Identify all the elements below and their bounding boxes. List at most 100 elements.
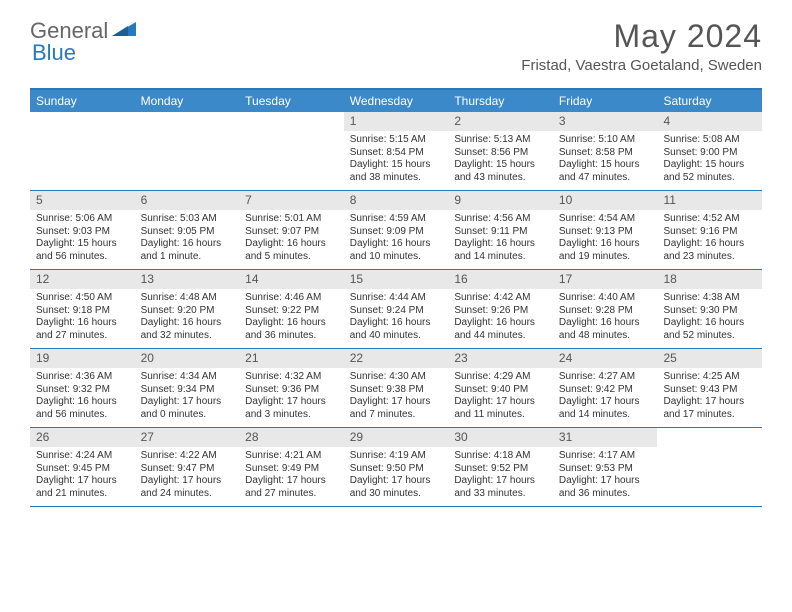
day-sunrise: Sunrise: 4:40 AM [559,292,652,305]
day-daylight: Daylight: 17 hours and 30 minutes. [350,475,443,500]
weekday-tuesday: Tuesday [239,90,344,112]
day-number: 18 [657,270,762,289]
day-content: Sunrise: 4:38 AMSunset: 9:30 PMDaylight:… [657,289,762,346]
day-number: 10 [553,191,658,210]
day-content: Sunrise: 4:32 AMSunset: 9:36 PMDaylight:… [239,368,344,425]
day-sunrise: Sunrise: 5:13 AM [454,134,547,147]
day-daylight: Daylight: 17 hours and 0 minutes. [141,396,234,421]
day-daylight: Daylight: 16 hours and 1 minute. [141,238,234,263]
day-number: 2 [448,112,553,131]
day-cell: 9Sunrise: 4:56 AMSunset: 9:11 PMDaylight… [448,191,553,269]
day-number: 7 [239,191,344,210]
day-daylight: Daylight: 17 hours and 33 minutes. [454,475,547,500]
day-cell: 19Sunrise: 4:36 AMSunset: 9:32 PMDayligh… [30,349,135,427]
day-daylight: Daylight: 17 hours and 36 minutes. [559,475,652,500]
day-content: Sunrise: 4:46 AMSunset: 9:22 PMDaylight:… [239,289,344,346]
day-content: Sunrise: 4:42 AMSunset: 9:26 PMDaylight:… [448,289,553,346]
day-cell [30,112,135,190]
day-cell: 10Sunrise: 4:54 AMSunset: 9:13 PMDayligh… [553,191,658,269]
day-number: 16 [448,270,553,289]
logo-blue-row: Blue [32,40,76,66]
day-content: Sunrise: 4:19 AMSunset: 9:50 PMDaylight:… [344,447,449,504]
weekday-thursday: Thursday [448,90,553,112]
day-number: 31 [553,428,658,447]
day-content: Sunrise: 4:17 AMSunset: 9:53 PMDaylight:… [553,447,658,504]
day-daylight: Daylight: 15 hours and 52 minutes. [663,159,756,184]
day-content: Sunrise: 5:01 AMSunset: 9:07 PMDaylight:… [239,210,344,267]
location: Fristad, Vaestra Goetaland, Sweden [521,57,762,74]
day-number: 5 [30,191,135,210]
day-sunrise: Sunrise: 4:59 AM [350,213,443,226]
day-sunset: Sunset: 9:52 PM [454,463,547,476]
day-daylight: Daylight: 17 hours and 21 minutes. [36,475,129,500]
day-cell: 7Sunrise: 5:01 AMSunset: 9:07 PMDaylight… [239,191,344,269]
day-content: Sunrise: 4:44 AMSunset: 9:24 PMDaylight:… [344,289,449,346]
day-daylight: Daylight: 17 hours and 14 minutes. [559,396,652,421]
day-daylight: Daylight: 16 hours and 23 minutes. [663,238,756,263]
day-content: Sunrise: 4:36 AMSunset: 9:32 PMDaylight:… [30,368,135,425]
day-daylight: Daylight: 17 hours and 27 minutes. [245,475,338,500]
day-content: Sunrise: 4:27 AMSunset: 9:42 PMDaylight:… [553,368,658,425]
day-cell: 15Sunrise: 4:44 AMSunset: 9:24 PMDayligh… [344,270,449,348]
day-sunset: Sunset: 9:28 PM [559,305,652,318]
day-number: 15 [344,270,449,289]
day-sunrise: Sunrise: 5:01 AM [245,213,338,226]
day-cell [135,112,240,190]
day-daylight: Daylight: 16 hours and 14 minutes. [454,238,547,263]
day-number: 3 [553,112,658,131]
day-sunset: Sunset: 9:34 PM [141,384,234,397]
header: General May 2024 Fristad, Vaestra Goetal… [0,0,792,82]
day-cell: 21Sunrise: 4:32 AMSunset: 9:36 PMDayligh… [239,349,344,427]
day-sunset: Sunset: 9:45 PM [36,463,129,476]
day-cell: 2Sunrise: 5:13 AMSunset: 8:56 PMDaylight… [448,112,553,190]
day-cell: 14Sunrise: 4:46 AMSunset: 9:22 PMDayligh… [239,270,344,348]
day-sunrise: Sunrise: 4:19 AM [350,450,443,463]
day-daylight: Daylight: 17 hours and 11 minutes. [454,396,547,421]
month-title: May 2024 [521,18,762,55]
day-number: 21 [239,349,344,368]
week-row: 12Sunrise: 4:50 AMSunset: 9:18 PMDayligh… [30,270,762,349]
day-content: Sunrise: 4:40 AMSunset: 9:28 PMDaylight:… [553,289,658,346]
day-content: Sunrise: 5:10 AMSunset: 8:58 PMDaylight:… [553,131,658,188]
day-content: Sunrise: 5:03 AMSunset: 9:05 PMDaylight:… [135,210,240,267]
day-number: 6 [135,191,240,210]
day-sunset: Sunset: 9:49 PM [245,463,338,476]
day-sunrise: Sunrise: 4:17 AM [559,450,652,463]
day-daylight: Daylight: 16 hours and 32 minutes. [141,317,234,342]
day-number: 27 [135,428,240,447]
day-daylight: Daylight: 16 hours and 36 minutes. [245,317,338,342]
day-cell: 27Sunrise: 4:22 AMSunset: 9:47 PMDayligh… [135,428,240,506]
day-content: Sunrise: 4:21 AMSunset: 9:49 PMDaylight:… [239,447,344,504]
logo-triangle-icon [112,20,138,43]
day-cell: 8Sunrise: 4:59 AMSunset: 9:09 PMDaylight… [344,191,449,269]
day-number: 12 [30,270,135,289]
day-sunrise: Sunrise: 4:44 AM [350,292,443,305]
day-content: Sunrise: 4:25 AMSunset: 9:43 PMDaylight:… [657,368,762,425]
day-content: Sunrise: 4:56 AMSunset: 9:11 PMDaylight:… [448,210,553,267]
title-block: May 2024 Fristad, Vaestra Goetaland, Swe… [521,18,762,74]
day-number: 1 [344,112,449,131]
day-content: Sunrise: 5:06 AMSunset: 9:03 PMDaylight:… [30,210,135,267]
day-daylight: Daylight: 16 hours and 48 minutes. [559,317,652,342]
day-sunset: Sunset: 9:38 PM [350,384,443,397]
day-sunrise: Sunrise: 4:34 AM [141,371,234,384]
day-content: Sunrise: 4:34 AMSunset: 9:34 PMDaylight:… [135,368,240,425]
day-sunrise: Sunrise: 4:18 AM [454,450,547,463]
day-cell [657,428,762,506]
day-sunset: Sunset: 9:24 PM [350,305,443,318]
day-content: Sunrise: 4:52 AMSunset: 9:16 PMDaylight:… [657,210,762,267]
day-sunrise: Sunrise: 5:08 AM [663,134,756,147]
day-number: 23 [448,349,553,368]
day-cell: 13Sunrise: 4:48 AMSunset: 9:20 PMDayligh… [135,270,240,348]
day-daylight: Daylight: 17 hours and 24 minutes. [141,475,234,500]
week-row: 26Sunrise: 4:24 AMSunset: 9:45 PMDayligh… [30,428,762,507]
day-sunrise: Sunrise: 4:52 AM [663,213,756,226]
day-number: 24 [553,349,658,368]
day-sunrise: Sunrise: 4:29 AM [454,371,547,384]
day-cell: 1Sunrise: 5:15 AMSunset: 8:54 PMDaylight… [344,112,449,190]
day-sunrise: Sunrise: 4:30 AM [350,371,443,384]
day-sunset: Sunset: 9:03 PM [36,226,129,239]
day-cell: 30Sunrise: 4:18 AMSunset: 9:52 PMDayligh… [448,428,553,506]
day-content [135,116,240,123]
day-cell: 4Sunrise: 5:08 AMSunset: 9:00 PMDaylight… [657,112,762,190]
